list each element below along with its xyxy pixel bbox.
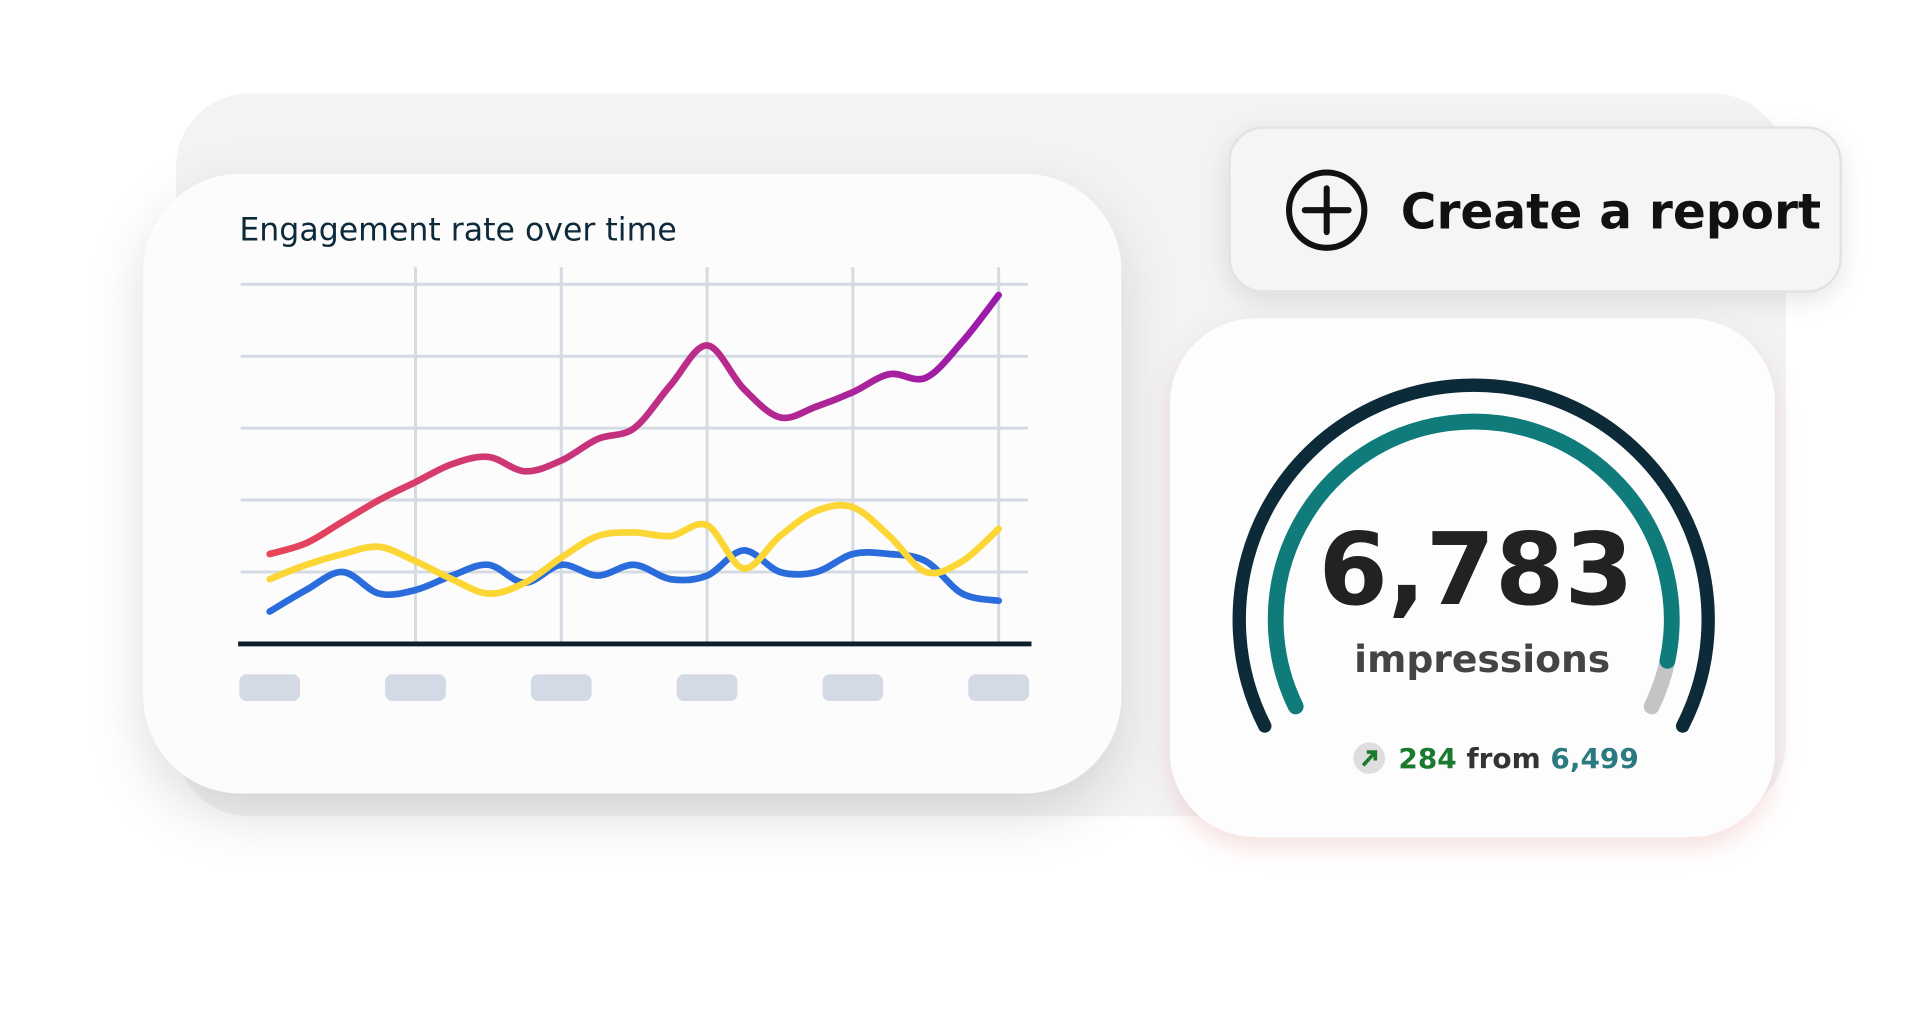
create-report-button[interactable]: Create a report bbox=[1228, 126, 1842, 293]
x-label-placeholder bbox=[530, 674, 592, 702]
metric-value: 6,783 bbox=[1319, 513, 1634, 628]
x-label-placeholder bbox=[385, 674, 446, 702]
series-line bbox=[266, 501, 1003, 597]
plus-sign bbox=[1301, 185, 1352, 236]
plot bbox=[238, 267, 1032, 702]
plus-icon bbox=[1285, 169, 1368, 251]
button-bg bbox=[1228, 126, 1842, 293]
x-label-placeholder bbox=[676, 674, 738, 702]
previous-value: 6,499 bbox=[1550, 742, 1638, 775]
gauge bbox=[1232, 378, 1715, 733]
series-line bbox=[266, 547, 1003, 615]
button-label: Create a report bbox=[1401, 184, 1821, 240]
series-line bbox=[266, 291, 1003, 558]
x-label-placeholder bbox=[239, 674, 301, 702]
x-label-placeholder bbox=[968, 674, 1030, 702]
change-row: 284 from 6,499 bbox=[1398, 742, 1638, 775]
chart-title: Engagement rate over time bbox=[239, 213, 676, 249]
x-label-placeholder bbox=[822, 674, 884, 702]
gauge-fill bbox=[1267, 413, 1680, 715]
change-value: 284 bbox=[1398, 742, 1456, 775]
chart-card bbox=[143, 173, 1122, 794]
trend-arrow bbox=[1361, 750, 1378, 767]
metric-label: impressions bbox=[1354, 637, 1610, 681]
gauge-outer bbox=[1232, 378, 1715, 733]
change-from: from bbox=[1466, 742, 1540, 775]
